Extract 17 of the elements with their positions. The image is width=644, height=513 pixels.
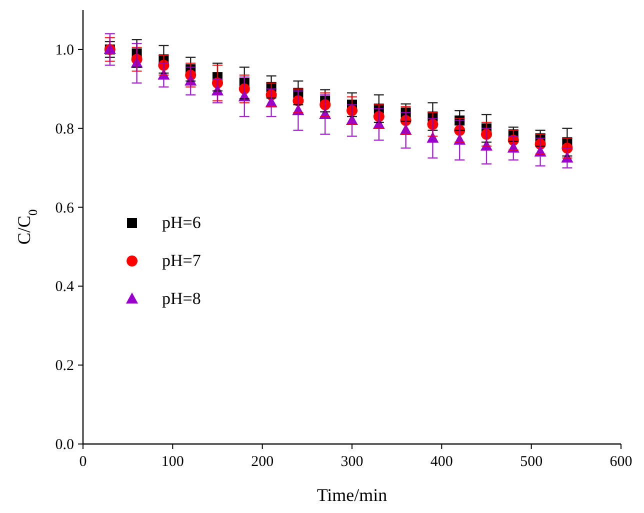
x-tick-label: 100: [161, 454, 184, 470]
y-tick-label: 0.0: [55, 437, 74, 453]
x-tick-label: 600: [610, 454, 632, 470]
legend-label: pH=8: [162, 289, 201, 308]
y-tick-label: 1.0: [55, 42, 74, 58]
x-tick-label: 500: [520, 454, 543, 470]
x-axis-title: Time/min: [316, 485, 388, 505]
legend-label: pH=6: [162, 213, 201, 232]
x-tick-label: 300: [340, 454, 364, 470]
x-tick-label: 200: [251, 454, 274, 470]
y-tick-label: 0.6: [55, 200, 74, 216]
y-tick-label: 0.2: [55, 358, 74, 374]
legend-label: pH=7: [162, 251, 202, 270]
x-tick-label: 400: [430, 454, 453, 470]
y-tick-label: 0.8: [55, 121, 74, 138]
y-tick-label: 0.4: [55, 279, 74, 296]
x-tick-label: 0: [79, 454, 87, 470]
